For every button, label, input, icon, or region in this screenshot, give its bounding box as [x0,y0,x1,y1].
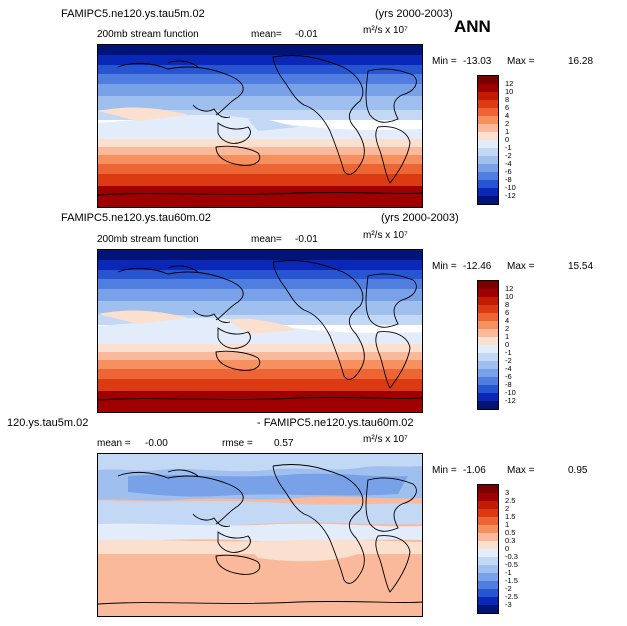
panel2-field-label: 200mb stream function [97,234,199,245]
panel2-level-label: 10 [505,292,514,301]
panel2-map [97,249,423,413]
panel3-level-label: -2.5 [505,592,518,601]
panel3-level-label: 0.5 [505,528,516,537]
panel3-level-label: 2.5 [505,496,516,505]
panel2-min-value: -12.46 [463,261,492,272]
panel1-level-label: -8 [505,175,512,184]
panel3-mean-value: -0.00 [145,438,168,449]
panel1-level-label: -1 [505,143,512,152]
panel3-level-label: 0.3 [505,536,516,545]
panel1-level-label: 12 [505,79,514,88]
panel2-mean-label: mean= [251,234,282,245]
panel3-colorbar [477,484,499,614]
panel1-level-label: -6 [505,167,512,176]
panel3-case-left: 120.ys.tau5m.02 [7,417,89,429]
panel2-level-label: 6 [505,308,510,317]
panel1-years: (yrs 2000-2003) [375,8,453,20]
panel3-level-label: -2 [505,584,512,593]
panel1-level-label: -4 [505,159,512,168]
panel2-level-label: -6 [505,372,512,381]
panel3-level-label: -3 [505,600,512,609]
panel1-level-label: -12 [505,191,516,200]
panel3-max-label: Max = [507,465,535,476]
panel3-level-label: 3 [505,488,510,497]
panel3-level-label: -0.5 [505,560,518,569]
panel2-level-label: 4 [505,316,510,325]
panel1-level-label: 4 [505,111,510,120]
panel3-max-value: 0.95 [568,465,588,476]
panel1-level-label: -2 [505,151,512,160]
panel3-mean-label: mean = [97,438,131,449]
panel3-level-label: 0 [505,544,510,553]
panel1-level-label: 2 [505,119,510,128]
panel3-min-value: -1.06 [463,465,486,476]
panel1-level-label: 1 [505,127,510,136]
panel2-level-label: 1 [505,332,510,341]
panel3-level-label: -0.3 [505,552,518,561]
panel3-map [97,453,423,617]
panel2-level-label: -4 [505,364,512,373]
panel2-units: m²/s x 10⁷ [363,230,408,241]
panel1-max-label: Max = [507,56,535,67]
panel2-years: (yrs 2000-2003) [381,212,459,224]
panel1-level-label: 8 [505,95,510,104]
panel1-map [97,44,423,208]
panel2-level-label: 2 [505,324,510,333]
panel3-rmse-value: 0.57 [274,438,294,449]
panel3-level-label: -1.5 [505,576,518,585]
panel2-level-label: 12 [505,284,514,293]
panel1-max-value: 16.28 [568,56,594,67]
panel1-level-label: 0 [505,135,510,144]
panel1-min-label: Min = [432,56,457,67]
panel2-level-label: -10 [505,388,516,397]
panel1-colorbar-labels: 12 10 8 6 4 2 1 0 -1 -2 -4 -6 -8 -10 -12 [505,79,545,207]
panel3-case-right: - FAMIPC5.ne120.ys.tau60m.02 [257,417,414,429]
panel3-min-label: Min = [432,465,457,476]
panel3-level-label: 1.5 [505,512,516,521]
panel1-level-label: 6 [505,103,510,112]
panel2-mean-value: -0.01 [295,234,318,245]
panel2-level-label: -12 [505,396,516,405]
panel1-field-label: 200mb stream function [97,29,199,40]
panel3-units: m²/s x 10⁷ [363,434,408,445]
panel2-level-label: -8 [505,380,512,389]
panel1-units: m²/s x 10⁷ [363,25,408,36]
panel3-colorbar-labels: 3 2.5 2 1.5 1 0.5 0.3 0 -0.3 -0.5 -1 -1.… [505,488,545,616]
panel1-min-value: -13.03 [463,56,492,67]
panel3-map-svg [98,454,422,616]
panel2-min-label: Min = [432,261,457,272]
panel2-map-svg [98,250,422,412]
panel2-level-label: -1 [505,348,512,357]
panel2-level-label: -2 [505,356,512,365]
panel2-max-label: Max = [507,261,535,272]
panel1-mean-label: mean= [251,29,282,40]
panel1-level-label: -10 [505,183,516,192]
panel2-level-label: 8 [505,300,510,309]
panel1-case-title: FAMIPC5.ne120.ys.tau5m.02 [61,8,205,20]
panel1-mean-value: -0.01 [295,29,318,40]
panel1-colorbar [477,75,499,205]
panel2-colorbar-labels: 12 10 8 6 4 2 1 0 -1 -2 -4 -6 -8 -10 -12 [505,284,545,412]
panel3-rmse-label: rmse = [222,438,253,449]
panel3-level-label: 2 [505,504,510,513]
panel3-level-label: 1 [505,520,510,529]
panel3-level-label: -1 [505,568,512,577]
panel2-max-value: 15.54 [568,261,594,272]
season-label: ANN [454,17,491,36]
panel2-colorbar [477,280,499,410]
panel2-case-title: FAMIPC5.ne120.ys.tau60m.02 [61,212,211,224]
panel2-level-label: 0 [505,340,510,349]
panel1-map-svg [98,45,422,207]
panel1-level-label: 10 [505,87,514,96]
